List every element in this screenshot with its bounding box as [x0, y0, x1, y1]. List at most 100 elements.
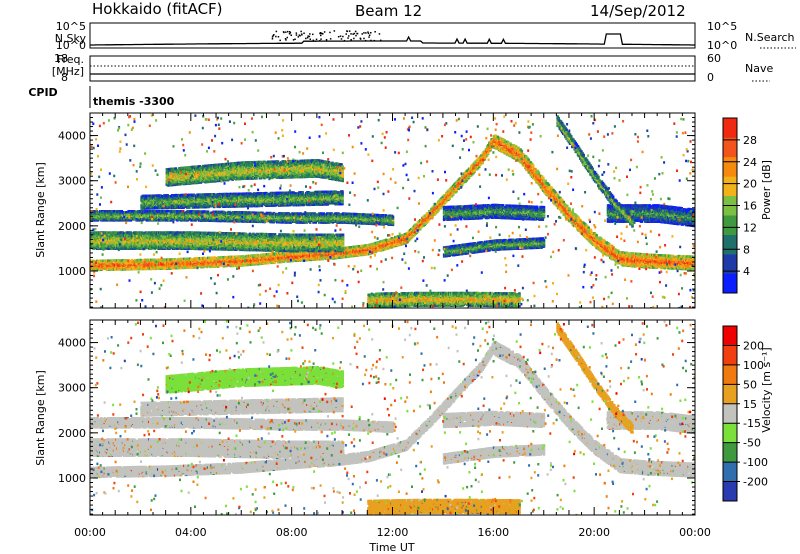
range-cell: [130, 265, 134, 268]
range-cell: [541, 175, 544, 178]
range-cell: [506, 141, 510, 144]
range-cell: [279, 251, 282, 255]
range-cell: [526, 156, 529, 160]
range-cell: [562, 200, 565, 204]
range-cell: [273, 261, 277, 264]
range-cell: [211, 256, 214, 259]
range-cell: [560, 198, 563, 201]
power-data: [90, 114, 695, 308]
range-cell: [554, 191, 558, 194]
nsky-point: [305, 37, 307, 40]
range-cell: [547, 183, 551, 187]
nsky-point: [367, 31, 369, 33]
nsky-point: [325, 39, 328, 41]
range-cell: [550, 186, 553, 189]
nsky-point: [364, 39, 367, 42]
range-cell: [362, 249, 365, 252]
range-cell: [547, 185, 551, 188]
range-cell: [542, 189, 545, 192]
range-cell: [357, 245, 361, 248]
range-cell: [542, 182, 545, 185]
nsky-point: [309, 33, 311, 35]
nsky-point: [284, 38, 287, 40]
freq-strip: Freq. [MHz] 18 8 60 0 Nave: [52, 52, 774, 84]
nsky-point: [353, 37, 355, 40]
range-cell: [517, 146, 520, 150]
nsky-point: [352, 33, 354, 35]
nsky-point: [342, 35, 344, 38]
range-cell: [536, 169, 539, 173]
range-cell: [147, 260, 151, 263]
range-cell: [256, 253, 260, 257]
range-cell: [551, 195, 554, 199]
freq-label-line2: [MHz]: [52, 65, 84, 78]
range-cell: [553, 190, 556, 193]
range-cell: [485, 147, 489, 150]
range-cell: [384, 238, 388, 242]
range-cell: [595, 234, 598, 237]
range-cell: [442, 203, 446, 206]
nsky-point: [320, 34, 322, 37]
nsearch-label: N.Search: [745, 31, 795, 44]
range-cell: [519, 152, 522, 155]
nsky-point: [285, 31, 287, 33]
beam-title: Beam 12: [355, 2, 422, 20]
nsky-line: [90, 33, 695, 46]
nsky-point: [285, 39, 287, 41]
range-cell: [519, 148, 522, 151]
nsky-point: [321, 32, 323, 35]
nsearch-tick-top: 10^5: [707, 20, 737, 33]
nsky-point: [320, 38, 322, 40]
nsky-point: [273, 34, 275, 36]
nsky-strip: N.Sky 10^5 10^0 10^5 10^0 N.Search: [55, 20, 796, 52]
cpid-label: CPID: [28, 86, 57, 99]
nsky-point: [297, 36, 300, 38]
range-cell: [169, 258, 172, 261]
nsky-point: [307, 35, 309, 37]
range-cell: [100, 261, 103, 264]
nsky-point: [333, 30, 336, 32]
range-cell: [94, 267, 97, 271]
nsky-point: [275, 30, 278, 33]
range-cell: [544, 179, 547, 183]
nsky-point: [287, 30, 289, 33]
nsky-point: [303, 32, 305, 34]
nsky-point: [368, 34, 371, 36]
range-cell: [143, 263, 146, 266]
range-cell: [225, 264, 228, 268]
nsky-point: [363, 32, 365, 34]
range-cell: [527, 169, 530, 172]
nsky-point: [312, 39, 315, 42]
range-cell: [130, 259, 134, 262]
nsky-point: [315, 38, 318, 41]
nsky-point: [292, 39, 295, 41]
range-cell: [561, 199, 564, 202]
nsky-point: [288, 33, 291, 35]
range-cell: [175, 258, 178, 262]
nsky-point: [290, 34, 292, 36]
nsky-point: [340, 38, 343, 40]
range-cell: [509, 142, 512, 145]
range-cell: [514, 145, 518, 148]
range-cell: [252, 254, 255, 257]
nsky-point: [329, 38, 332, 40]
range-cell: [568, 207, 571, 210]
freq-tick-bottom: 8: [61, 71, 68, 84]
nsky-point: [348, 35, 350, 37]
range-cell: [235, 255, 238, 258]
range-cell: [426, 220, 430, 223]
freq-label-line1: Freq.: [57, 53, 84, 66]
nsky-point: [339, 35, 342, 37]
nsky-point: [309, 38, 311, 40]
nsky-dots: [271, 30, 382, 42]
nsky-point: [347, 37, 349, 39]
nsky-point: [354, 30, 357, 33]
nsky-point: [363, 37, 365, 40]
range-cell: [285, 256, 288, 260]
nsky-point: [378, 33, 381, 35]
nave-tick-top: 60: [707, 52, 721, 65]
nsky-point: [277, 36, 280, 38]
nsky-point: [323, 31, 326, 33]
range-cell: [659, 254, 662, 257]
